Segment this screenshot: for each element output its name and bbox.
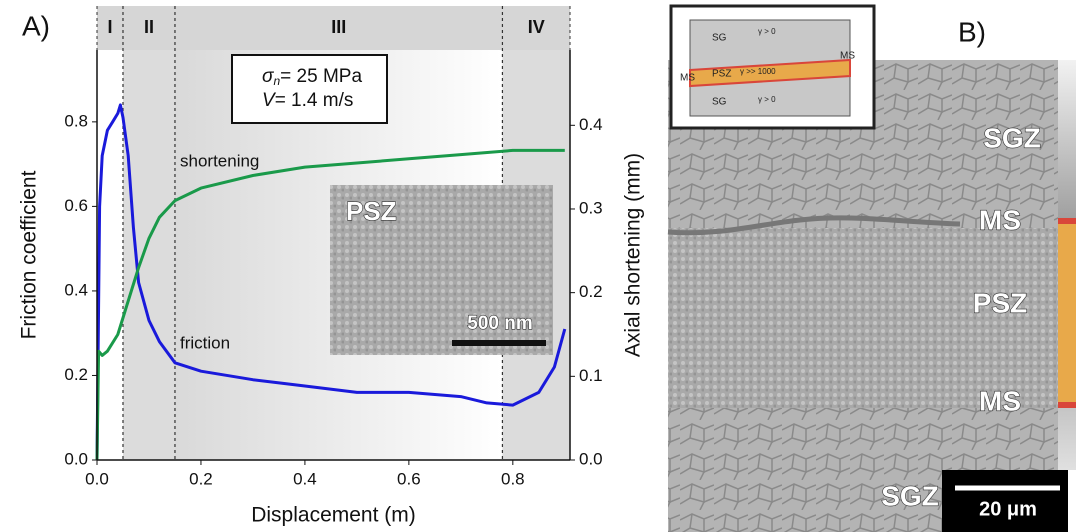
schematic-label: SG [712, 33, 727, 44]
region-label: II [144, 17, 154, 37]
region-label: IV [528, 17, 545, 37]
zone-label: SGZ [983, 122, 1041, 153]
figure: IIIIIIIVshorteningfrictionσn= 25 MPaV= 1… [0, 0, 1076, 532]
condition-text: = 25 MPa [280, 66, 362, 87]
y2-tick-label: 0.2 [579, 282, 603, 301]
y2-axis-title: Axial shortening (mm) [622, 153, 645, 357]
x-tick-label: 0.6 [397, 469, 421, 488]
schematic-label: γ >> 1000 [740, 67, 776, 76]
schematic-label: MS [840, 51, 855, 62]
zone-label: MS [979, 204, 1021, 235]
region-label: III [331, 17, 346, 37]
y-tick-label: 0.2 [64, 365, 88, 384]
schematic-label: PSZ [712, 69, 731, 80]
panel-label: A) [22, 10, 50, 41]
zone-label: PSZ [973, 287, 1027, 318]
x-tick-label: 0.2 [189, 469, 213, 488]
inset-label: PSZ [346, 196, 397, 226]
series-label: friction [180, 333, 230, 352]
schematic-label: SG [712, 97, 727, 108]
series-label: shortening [180, 151, 259, 170]
region-label: I [107, 17, 112, 37]
ms-bar [1058, 218, 1076, 224]
psz-bar [1058, 222, 1076, 406]
panel-label: B) [958, 16, 986, 47]
x-tick-label: 0.8 [501, 469, 525, 488]
zone-label: MS [979, 385, 1021, 416]
y2-tick-label: 0.4 [579, 115, 603, 134]
panel-b: SGZ MS PSZ MS 20 μm SGZ B) SG PSZ γ >> 1… [668, 6, 1076, 532]
x-axis-title: Displacement (m) [251, 504, 416, 527]
y2-tick-label: 0.0 [579, 449, 603, 468]
ms-bar [1058, 402, 1076, 408]
scale-label: 20 μm [979, 498, 1037, 520]
condition: V= 1.4 m/s [262, 90, 353, 111]
y-tick-label: 0.6 [64, 196, 88, 215]
x-tick-label: 0.4 [293, 469, 317, 488]
inset-scale-label: 500 nm [467, 313, 532, 334]
y2-tick-label: 0.1 [579, 366, 603, 385]
y-axis-title: Friction coefficient [18, 170, 41, 339]
y-tick-label: 0.0 [64, 449, 88, 468]
x-tick-label: 0.0 [85, 469, 109, 488]
y-tick-label: 0.4 [64, 280, 88, 299]
zone-label: SGZ [881, 480, 939, 511]
y-tick-label: 0.8 [64, 111, 88, 130]
schematic-label: MS [680, 73, 695, 84]
schematic-label: γ > 0 [758, 95, 776, 104]
schematic-label: γ > 0 [758, 27, 776, 36]
condition-text: = 1.4 m/s [275, 90, 354, 111]
region [123, 50, 175, 460]
y2-tick-label: 0.3 [579, 198, 603, 217]
